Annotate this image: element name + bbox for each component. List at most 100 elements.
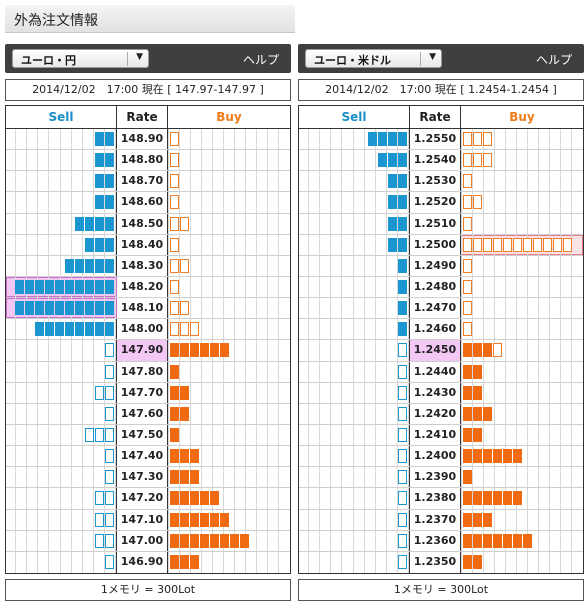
buy-cell[interactable]: [168, 276, 290, 298]
buy-cell[interactable]: [168, 340, 290, 361]
table-row[interactable]: 148.00: [6, 319, 290, 341]
buy-cell[interactable]: [461, 361, 583, 382]
buy-cell[interactable]: [168, 150, 290, 171]
sell-cell[interactable]: [6, 171, 117, 192]
table-row[interactable]: 1.2410: [299, 424, 583, 447]
table-row[interactable]: 1.2550: [299, 129, 583, 151]
sell-cell[interactable]: [6, 530, 117, 551]
table-row[interactable]: 147.10: [6, 509, 290, 531]
buy-cell[interactable]: [461, 213, 583, 234]
buy-cell[interactable]: [461, 467, 583, 488]
sell-cell[interactable]: [299, 467, 410, 488]
table-row[interactable]: 1.2420: [299, 403, 583, 425]
buy-cell[interactable]: [168, 171, 290, 192]
buy-cell[interactable]: [168, 234, 290, 255]
buy-cell[interactable]: [461, 171, 583, 192]
table-row[interactable]: 1.2530: [299, 171, 583, 193]
sell-cell[interactable]: [6, 192, 117, 213]
sell-cell[interactable]: [299, 446, 410, 467]
table-row[interactable]: 148.40: [6, 234, 290, 256]
buy-cell[interactable]: [168, 382, 290, 403]
table-row[interactable]: 147.00: [6, 530, 290, 552]
buy-cell[interactable]: [461, 509, 583, 530]
buy-cell[interactable]: [168, 467, 290, 488]
table-row[interactable]: 147.90: [6, 340, 290, 362]
sell-cell[interactable]: [6, 213, 117, 234]
table-row[interactable]: 1.2350: [299, 551, 583, 573]
currency-pair-select[interactable]: ユーロ・円 ▼: [12, 49, 149, 68]
sell-cell[interactable]: [299, 234, 410, 255]
buy-cell[interactable]: [461, 255, 583, 276]
buy-cell[interactable]: [168, 551, 290, 573]
sell-cell[interactable]: [299, 255, 410, 276]
table-row[interactable]: 1.2360: [299, 530, 583, 552]
sell-cell[interactable]: [6, 276, 117, 298]
sell-cell[interactable]: [299, 403, 410, 424]
table-row[interactable]: 147.30: [6, 467, 290, 489]
sell-cell[interactable]: [299, 276, 410, 298]
chevron-down-icon[interactable]: ▼: [429, 52, 436, 62]
sell-cell[interactable]: [299, 530, 410, 551]
table-row[interactable]: 1.2510: [299, 213, 583, 235]
buy-cell[interactable]: [461, 403, 583, 424]
buy-cell[interactable]: [461, 446, 583, 467]
table-row[interactable]: 1.2520: [299, 192, 583, 214]
sell-cell[interactable]: [299, 129, 410, 150]
table-row[interactable]: 1.2390: [299, 467, 583, 489]
sell-cell[interactable]: [6, 129, 117, 150]
buy-cell[interactable]: [168, 192, 290, 213]
sell-cell[interactable]: [299, 488, 410, 509]
sell-cell[interactable]: [6, 509, 117, 530]
buy-cell[interactable]: [168, 530, 290, 551]
sell-cell[interactable]: [6, 255, 117, 276]
currency-pair-select[interactable]: ユーロ・米ドル ▼: [305, 49, 442, 68]
table-row[interactable]: 148.80: [6, 150, 290, 172]
sell-cell[interactable]: [6, 340, 117, 361]
sell-cell[interactable]: [6, 424, 117, 446]
table-row[interactable]: 148.20: [6, 276, 290, 299]
chevron-down-icon[interactable]: ▼: [136, 52, 143, 62]
sell-cell[interactable]: [299, 319, 410, 340]
buy-cell[interactable]: [168, 403, 290, 424]
buy-cell[interactable]: [461, 150, 583, 171]
table-row[interactable]: 1.2450: [299, 340, 583, 362]
sell-cell[interactable]: [6, 150, 117, 171]
sell-cell[interactable]: [299, 551, 410, 573]
sell-cell[interactable]: [6, 446, 117, 467]
sell-cell[interactable]: [6, 298, 117, 319]
buy-cell[interactable]: [461, 298, 583, 319]
buy-cell[interactable]: [168, 319, 290, 340]
buy-cell[interactable]: [461, 424, 583, 446]
buy-cell[interactable]: [168, 255, 290, 276]
table-row[interactable]: 1.2500: [299, 234, 583, 256]
sell-cell[interactable]: [299, 509, 410, 530]
table-row[interactable]: 148.60: [6, 192, 290, 214]
sell-cell[interactable]: [6, 551, 117, 573]
buy-cell[interactable]: [168, 213, 290, 234]
sell-cell[interactable]: [6, 467, 117, 488]
table-row[interactable]: 1.2470: [299, 298, 583, 320]
sell-cell[interactable]: [299, 150, 410, 171]
table-row[interactable]: 147.20: [6, 488, 290, 510]
help-link[interactable]: ヘルプ: [242, 53, 279, 67]
table-row[interactable]: 147.40: [6, 446, 290, 468]
sell-cell[interactable]: [299, 298, 410, 319]
table-row[interactable]: 1.2430: [299, 382, 583, 404]
sell-cell[interactable]: [6, 234, 117, 255]
table-row[interactable]: 1.2440: [299, 361, 583, 383]
sell-cell[interactable]: [299, 213, 410, 234]
buy-cell[interactable]: [461, 319, 583, 340]
buy-cell[interactable]: [461, 234, 583, 255]
table-row[interactable]: 1.2540: [299, 150, 583, 172]
sell-cell[interactable]: [299, 361, 410, 382]
sell-cell[interactable]: [6, 488, 117, 509]
buy-cell[interactable]: [168, 298, 290, 319]
sell-cell[interactable]: [299, 424, 410, 446]
table-row[interactable]: 146.90: [6, 551, 290, 573]
sell-cell[interactable]: [6, 319, 117, 340]
table-row[interactable]: 1.2480: [299, 276, 583, 299]
table-row[interactable]: 147.50: [6, 424, 290, 447]
table-row[interactable]: 148.10: [6, 298, 290, 320]
sell-cell[interactable]: [6, 361, 117, 382]
buy-cell[interactable]: [461, 551, 583, 573]
